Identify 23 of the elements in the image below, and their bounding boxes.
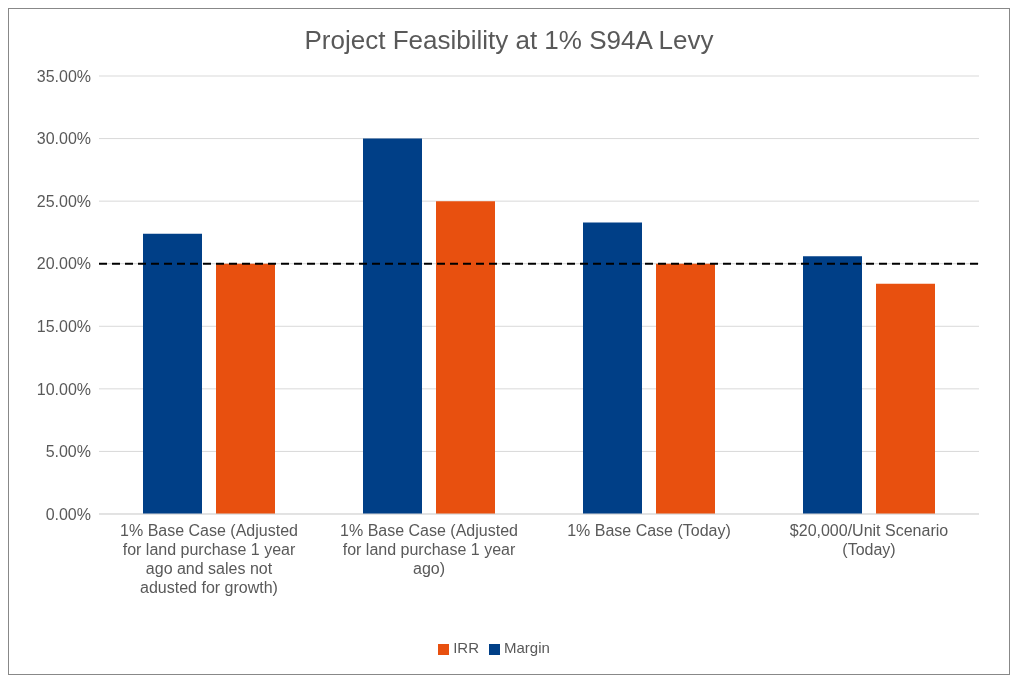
y-tick-label: 0.00% — [45, 505, 91, 523]
y-tick-label: 25.00% — [36, 192, 91, 210]
bar — [363, 138, 422, 514]
y-tick-label: 10.00% — [36, 380, 91, 398]
bar — [143, 233, 202, 514]
x-tick-label: 1% Base Case (Adjusted for land purchase 1 year ago) — [340, 522, 518, 577]
bar — [803, 256, 862, 514]
legend-label: Margin — [503, 639, 550, 656]
y-tick-label: 30.00% — [36, 130, 91, 148]
y-tick-label: 20.00% — [36, 255, 91, 273]
legend-label: IRR — [453, 639, 479, 656]
y-tick-label: 35.00% — [36, 67, 91, 85]
x-tick-label: 1% Base Case (Today) — [567, 522, 731, 539]
x-tick-label: $20,000/Unit Scenario (Today) — [789, 522, 949, 558]
bar — [216, 263, 275, 514]
y-tick-label: 15.00% — [36, 317, 91, 335]
bar — [656, 263, 715, 514]
chart-title: Project Feasibility at 1% S94A Levy — [303, 25, 715, 56]
x-tick-label: 1% Base Case (Adjusted for land purchase 1 year ago and sales not adusted for growth) — [120, 522, 298, 596]
bar — [436, 201, 495, 514]
y-tick-label: 5.00% — [45, 443, 91, 461]
bar — [583, 222, 642, 514]
bar — [876, 283, 935, 514]
